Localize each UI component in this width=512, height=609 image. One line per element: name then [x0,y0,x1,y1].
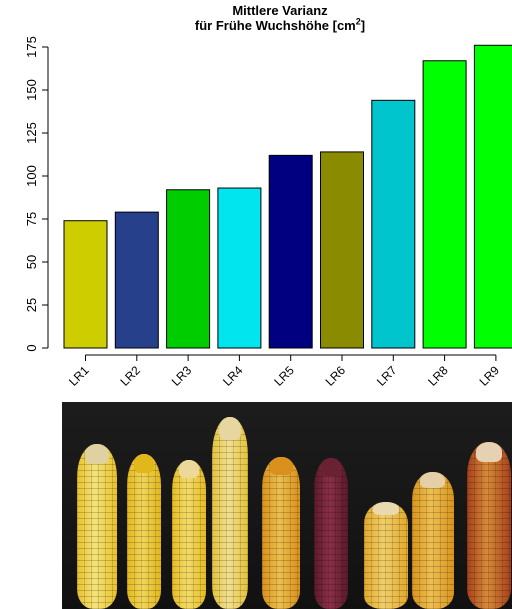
cob-9 [467,442,511,609]
cob-2-kernels [127,454,161,609]
bar-LR9 [473,44,512,349]
bar-LR8 [422,60,467,349]
bar-LR7 [371,99,416,349]
bar-LR5 [268,154,313,349]
y-tick-label-25: 25 [24,298,39,312]
bar-LR2 [114,211,159,349]
cob-3 [172,460,206,609]
cob-7-kernels [364,502,408,609]
cob-5-tip [270,457,293,475]
bar-LR4 [217,187,262,349]
cob-9-kernels [467,442,511,609]
cob-1-kernels [77,444,117,609]
bar-LR6 [320,151,364,349]
y-tick-label-75: 75 [24,212,39,226]
y-tick-label-175: 175 [24,36,39,58]
x-tick-label-LR8: LR8 [425,363,451,389]
cob-8 [412,472,454,609]
cob-3-kernels [172,460,206,609]
x-tick-label-LR6: LR6 [323,363,349,389]
maize-cobs-photo [62,402,512,609]
y-tick-label-150: 150 [24,79,39,101]
cob-2-tip [134,454,154,473]
x-tick-label-LR7: LR7 [374,363,400,389]
x-tick-label-LR3: LR3 [169,363,195,389]
cob-8-tip [420,472,445,488]
cob-6-kernels [314,458,348,609]
cob-4 [212,417,248,609]
bar-chart: 0 25 50 75 100 125 150 175 LR1 LR2 LR3 LR4 LR5 LR6 LR7… [24,36,512,389]
x-tick-label-LR4: LR4 [220,363,246,389]
cob-6 [314,458,348,609]
cob-1 [77,444,117,609]
y-tick-label-50: 50 [24,255,39,269]
chart-title-superscript: 2 [355,16,361,27]
cob-3-tip [179,460,199,478]
bar-LR1 [63,220,108,349]
cob-5 [262,457,300,609]
cob-7 [364,502,408,609]
bar-LR3 [166,189,211,349]
x-tick-label-LR9: LR9 [477,363,503,389]
chart-title-line-1: Mittlere Varianz [232,3,328,18]
cob-4-tip [219,417,241,440]
cob-8-kernels [412,472,454,609]
cob-5-kernels [262,457,300,609]
chart-title-line-2-text: für Frühe Wuchshöhe [cm [194,18,356,33]
cob-4-kernels [212,417,248,609]
chart-title-line-2: für Frühe Wuchshöhe [cm2] [150,16,410,33]
cob-2 [127,454,161,609]
x-tick-label-LR5: LR5 [271,363,297,389]
x-tick-label-LR2: LR2 [117,363,143,389]
x-tick-label-LR1: LR1 [66,363,92,389]
cob-6-tip [321,458,341,476]
cob-9-tip [476,442,502,462]
cob-1-tip [85,444,109,464]
cob-7-tip [373,502,399,515]
y-tick-label-125: 125 [24,122,39,144]
y-tick-label-0: 0 [24,344,39,351]
chart-title-line-2-end: ] [360,18,366,33]
y-tick-label-100: 100 [24,165,39,187]
